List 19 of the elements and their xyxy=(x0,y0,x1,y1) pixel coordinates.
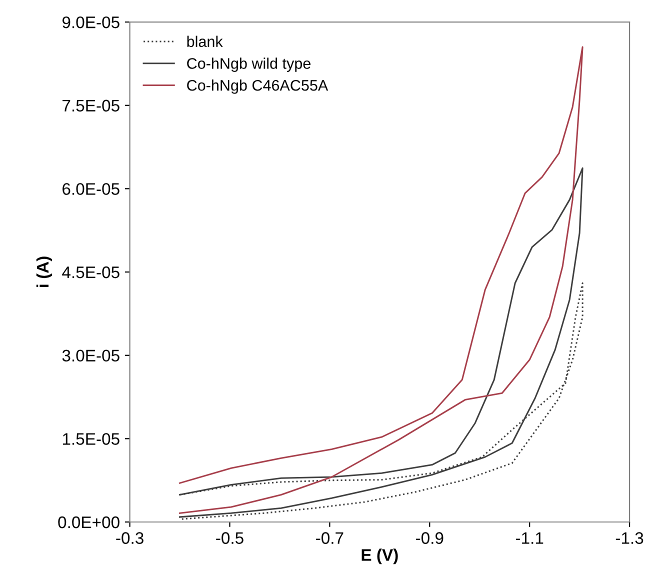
x-tick-label: -1.1 xyxy=(516,532,544,544)
x-axis-title: E (V) xyxy=(362,548,398,564)
y-axis-title: i (A) xyxy=(36,256,52,288)
y-tick-label: 4.5E-05 xyxy=(62,266,120,278)
y-tick-label: 7.5E-05 xyxy=(62,100,120,112)
legend-label: Co-hNgb C46AC55A xyxy=(187,80,328,94)
line-series xyxy=(179,46,584,514)
x-tick-label: -0.7 xyxy=(316,532,344,544)
y-tick-label: 3.0E-05 xyxy=(62,350,120,362)
legend-label: blank xyxy=(187,36,223,48)
y-tick-label: 0.0E+00 xyxy=(58,516,120,528)
x-tick-label: -0.9 xyxy=(416,532,444,544)
y-tick-label: 6.0E-05 xyxy=(62,183,120,195)
x-tick-label: -0.3 xyxy=(116,532,144,544)
x-tick-label: -1.3 xyxy=(616,532,644,544)
y-tick-label: 1.5E-05 xyxy=(62,433,120,445)
legend-label: Co-hNgb wild type xyxy=(187,58,310,72)
x-tick-label: -0.5 xyxy=(216,532,244,544)
y-tick-label: 9.0E-05 xyxy=(62,16,120,28)
